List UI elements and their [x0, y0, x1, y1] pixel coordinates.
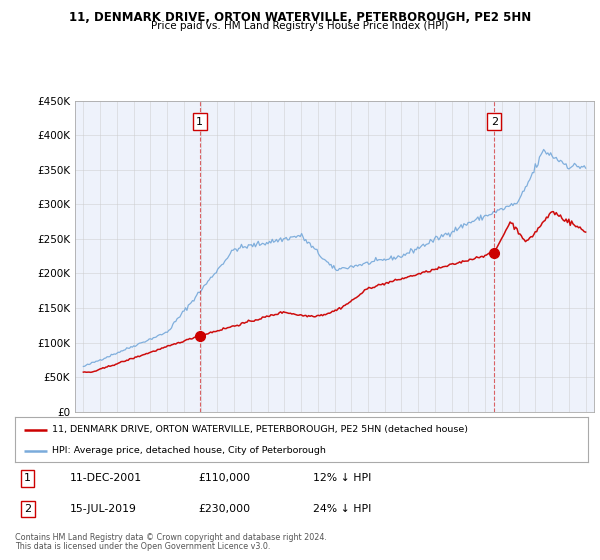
Text: 2: 2	[24, 504, 31, 514]
Text: This data is licensed under the Open Government Licence v3.0.: This data is licensed under the Open Gov…	[15, 542, 271, 550]
Text: 1: 1	[196, 116, 203, 127]
Text: £110,000: £110,000	[199, 473, 250, 483]
Text: 1: 1	[24, 473, 31, 483]
Text: 11-DEC-2001: 11-DEC-2001	[70, 473, 142, 483]
Text: HPI: Average price, detached house, City of Peterborough: HPI: Average price, detached house, City…	[52, 446, 326, 455]
Text: £230,000: £230,000	[199, 504, 250, 514]
Text: Price paid vs. HM Land Registry's House Price Index (HPI): Price paid vs. HM Land Registry's House …	[151, 21, 449, 31]
Text: 2: 2	[491, 116, 498, 127]
Text: 11, DENMARK DRIVE, ORTON WATERVILLE, PETERBOROUGH, PE2 5HN: 11, DENMARK DRIVE, ORTON WATERVILLE, PET…	[69, 11, 531, 24]
Text: 12% ↓ HPI: 12% ↓ HPI	[313, 473, 371, 483]
Text: 15-JUL-2019: 15-JUL-2019	[70, 504, 136, 514]
Text: Contains HM Land Registry data © Crown copyright and database right 2024.: Contains HM Land Registry data © Crown c…	[15, 533, 327, 542]
Text: 24% ↓ HPI: 24% ↓ HPI	[313, 504, 371, 514]
Text: 11, DENMARK DRIVE, ORTON WATERVILLE, PETERBOROUGH, PE2 5HN (detached house): 11, DENMARK DRIVE, ORTON WATERVILLE, PET…	[52, 425, 468, 434]
